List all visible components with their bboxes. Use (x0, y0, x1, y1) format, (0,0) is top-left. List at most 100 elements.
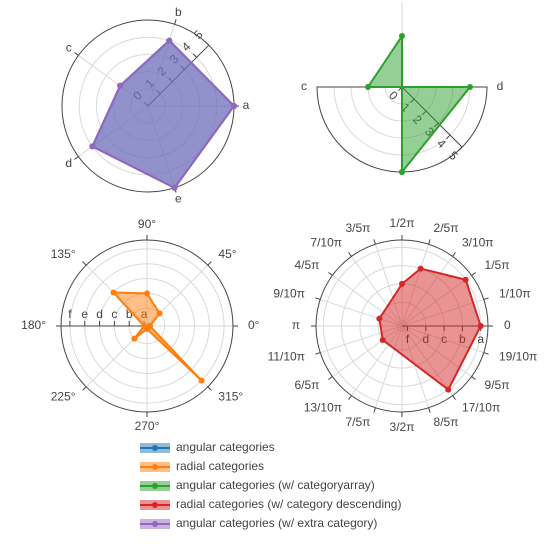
angular-tick-label: 9/10π (273, 287, 305, 301)
legend-label: radial categories (w/ category descendin… (176, 497, 401, 511)
angular-tick-label: d (65, 156, 72, 170)
angular-tick-label: 8/5π (434, 415, 459, 429)
data-point (231, 103, 237, 109)
angular-tick (207, 386, 212, 391)
legend-item: angular categories (w/ categoryarray) (140, 478, 375, 492)
angular-tick-label: 135° (51, 247, 76, 261)
angular-tick (471, 272, 476, 276)
angular-tick-label: 9/5π (485, 378, 510, 392)
angular-tick-label: 180° (21, 318, 46, 332)
legend-marker (152, 445, 158, 451)
data-point (365, 84, 371, 90)
data-point (171, 184, 178, 191)
legend-label: angular categories (w/ extra category) (176, 516, 377, 530)
angular-tick (174, 19, 177, 25)
angular-tick (483, 297, 489, 300)
angular-tick-label: 2/5π (434, 221, 459, 235)
legend-label: radial categories (176, 459, 264, 473)
series-area (378, 267, 482, 392)
series-area (111, 291, 203, 382)
data-point (166, 37, 173, 44)
legend-item: angular categories (w/ extra category) (140, 516, 377, 530)
angular-tick (74, 156, 79, 160)
angular-tick-label: 7/10π (310, 236, 342, 250)
angular-tick-label: e (175, 191, 182, 205)
legend-marker (152, 521, 158, 527)
radial-tick-label: c (111, 307, 117, 321)
data-point (110, 289, 117, 296)
legend-marker (152, 502, 158, 508)
angular-axis-line (316, 86, 488, 173)
data-point (89, 143, 96, 150)
angular-tick-label: 90° (138, 217, 156, 231)
angular-tick-label: π (292, 318, 300, 332)
angular-tick (471, 376, 476, 380)
angular-tick (348, 252, 352, 257)
series-0 (376, 265, 484, 393)
angular-tick-label: 19/10π (499, 350, 537, 364)
angular-tick-label: d (497, 79, 504, 93)
data-point (398, 280, 405, 287)
subplot-radial-descending: fdcba01/10π1/5π3/10π2/5π1/2π3/5π7/10π4/5… (268, 216, 538, 434)
legend-label: angular categories (176, 440, 275, 454)
angular-tick-label: 0° (248, 318, 260, 332)
radial-tick-label: d (96, 307, 103, 321)
radial-tick-label: b (126, 307, 133, 321)
legend-item: radial categories (140, 459, 264, 473)
data-point (146, 323, 153, 329)
angular-tick-label: 4/5π (295, 258, 320, 272)
radial-tick (192, 53, 198, 58)
radial-tick (204, 41, 210, 46)
subplot-categoryarray: 012345dcb (301, 2, 504, 175)
angular-tick-label: 45° (218, 247, 236, 261)
angular-tick-label: 315° (218, 390, 243, 404)
angular-tick-label: 0 (504, 318, 511, 332)
angular-tick-label: c (66, 41, 72, 55)
legend-item: angular categories (140, 440, 275, 454)
radial-tick-label: f (68, 307, 72, 321)
angular-tick (207, 261, 212, 266)
angular-tick (328, 272, 333, 276)
angular-tick (428, 239, 431, 245)
subplot-radial-categories: abcdef0°45°90°135°180°225°270°315° (21, 217, 260, 433)
angular-tick-label: 225° (51, 390, 76, 404)
radial-tick-label: a (477, 332, 484, 346)
angular-tick (82, 261, 87, 266)
angular-tick-label: 7/5π (346, 415, 371, 429)
radial-tick-label: 5 (446, 148, 461, 163)
data-point (379, 336, 386, 343)
series-0 (365, 32, 473, 175)
angular-tick (452, 252, 456, 257)
data-point (467, 84, 473, 90)
radial-tick-label: 4 (434, 136, 449, 151)
angular-tick-label: 3/2π (390, 420, 415, 434)
data-point (198, 377, 205, 384)
data-point (117, 82, 124, 89)
legend-label: angular categories (w/ categoryarray) (176, 478, 375, 492)
angular-tick-label: 13/10π (304, 401, 342, 415)
angular-tick-label: a (243, 98, 250, 112)
data-point (156, 310, 163, 317)
angular-tick-label: c (301, 79, 307, 93)
angular-tick (373, 239, 376, 245)
angular-tick (348, 395, 352, 400)
series-1 (89, 37, 237, 191)
angular-tick-label: 6/5π (295, 378, 320, 392)
series-0 (110, 289, 205, 384)
angular-tick-label: 270° (135, 419, 160, 433)
data-point (417, 265, 424, 272)
angular-tick-label: 17/10π (462, 401, 500, 415)
series-area (91, 39, 236, 190)
angular-tick-label: b (175, 5, 182, 19)
angular-tick (373, 407, 376, 413)
angular-tick-label: 3/5π (346, 221, 371, 235)
angular-tick (483, 352, 489, 355)
angular-tick (82, 386, 87, 391)
radial-tick (446, 134, 451, 139)
angular-tick (428, 407, 431, 413)
angular-tick (452, 395, 456, 400)
radial-tick-label: e (81, 307, 88, 321)
angular-tick-label: 11/10π (268, 350, 305, 364)
angular-tick-label: 3/10π (462, 236, 494, 250)
